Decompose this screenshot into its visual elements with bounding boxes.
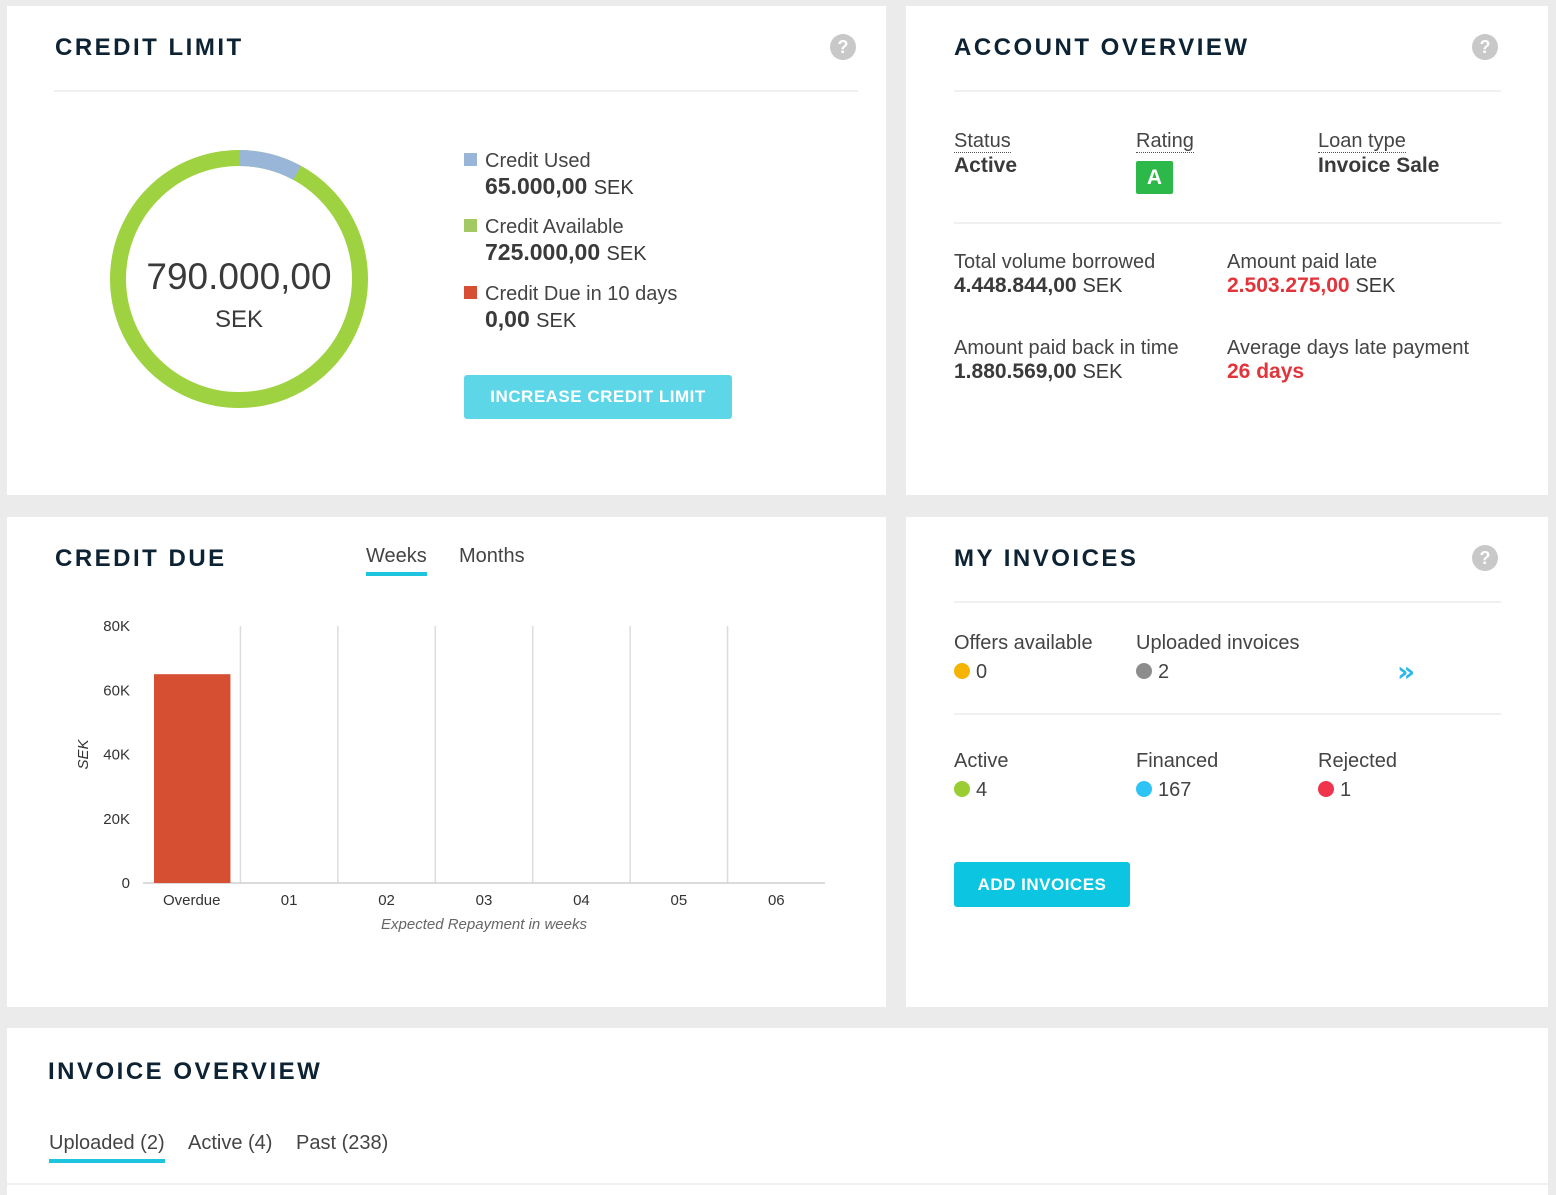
offers-dot-icon (954, 663, 970, 679)
credit-used-swatch (464, 153, 477, 166)
help-icon[interactable]: ? (1472, 34, 1498, 60)
x-tick-label: 02 (378, 892, 395, 909)
paid-in-time-label: Amount paid back in time (954, 337, 1179, 359)
credit-due-title: CREDIT DUE (55, 545, 227, 572)
legend-unit: SEK (536, 310, 577, 332)
legend-label: Credit Used (485, 150, 591, 172)
help-icon[interactable]: ? (830, 34, 856, 60)
y-tick-label: 60K (103, 682, 130, 699)
credit-limit-card: CREDIT LIMIT ? 790.000,00 SEK Credit Use… (7, 6, 886, 495)
offers-label: Offers available (954, 632, 1093, 654)
x-tick-label: Overdue (163, 892, 221, 909)
financed-label: Financed (1136, 750, 1219, 772)
rejected-invoices: Rejected 1 (1318, 750, 1397, 802)
x-axis-label: Expected Repayment in weeks (381, 916, 587, 933)
offers-available: Offers available 0 (954, 632, 1093, 684)
invoice-overview-card: INVOICE OVERVIEW Uploaded (2) Active (4)… (7, 1028, 1548, 1195)
avg-days-late-label: Average days late payment (1227, 337, 1470, 359)
legend-label: Credit Available (485, 216, 624, 238)
my-invoices-title: MY INVOICES (954, 545, 1139, 572)
tab-active[interactable]: Active (4) (188, 1132, 273, 1154)
donut-currency: SEK (214, 306, 264, 333)
rating-label: Rating (1136, 130, 1194, 153)
paid-late-label: Amount paid late (1227, 251, 1378, 273)
status-value: Active (954, 154, 1018, 177)
bar-overdue (154, 674, 231, 883)
tab-past[interactable]: Past (238) (296, 1132, 389, 1154)
x-tick-label: 04 (573, 892, 590, 909)
active-count: 4 (976, 779, 988, 801)
credit-limit-title: CREDIT LIMIT (55, 34, 244, 61)
divider (954, 713, 1501, 715)
y-tick-label: 80K (103, 618, 130, 635)
legend-credit-used: Credit Used 65.000,00 SEK (464, 150, 634, 200)
legend-amount: 725.000,00 (485, 239, 601, 265)
donut-total: 790.000,00 (146, 256, 332, 297)
total-borrowed-label: Total volume borrowed (954, 251, 1156, 273)
credit-donut-chart (110, 150, 368, 408)
uploaded-count: 2 (1158, 661, 1170, 683)
y-tick-label: 20K (103, 811, 130, 828)
x-tick-label: 05 (671, 892, 688, 909)
loan-type-value: Invoice Sale (1318, 154, 1440, 177)
divider (954, 222, 1501, 224)
paid-in-time-value: 1.880.569,00 (954, 360, 1077, 383)
active-label: Active (954, 750, 1009, 772)
y-axis-label: SEK (75, 738, 92, 769)
x-tick-label: 01 (281, 892, 298, 909)
financed-invoices: Financed 167 (1136, 750, 1218, 802)
unit: SEK (1082, 275, 1123, 297)
account-overview-card: ACCOUNT OVERVIEW ? Status Active Rating … (906, 6, 1548, 495)
legend-unit: SEK (593, 177, 634, 199)
invoice-overview-title: INVOICE OVERVIEW (48, 1058, 323, 1085)
legend-unit: SEK (606, 243, 647, 265)
divider (54, 90, 858, 92)
x-tick-label: 06 (768, 892, 785, 909)
rejected-label: Rejected (1318, 750, 1397, 772)
tab-weeks[interactable]: Weeks (366, 545, 427, 576)
credit-due-bar-chart: 0 20K 40K 60K 80K Overdue 01 02 03 04 05 06 Expected… (75, 618, 825, 933)
rejected-dot-icon (1318, 781, 1334, 797)
credit-due-swatch (464, 286, 477, 299)
double-chevron-right-icon[interactable]: » (1397, 655, 1416, 688)
unit: SEK (1355, 275, 1396, 297)
help-icon[interactable]: ? (1472, 545, 1498, 571)
financed-count: 167 (1158, 779, 1192, 801)
credit-available-swatch (464, 219, 477, 232)
account-overview-title: ACCOUNT OVERVIEW (954, 34, 1250, 61)
loan-type-label: Loan type (1318, 130, 1406, 153)
total-borrowed-value: 4.448.844,00 (954, 274, 1077, 297)
increase-credit-limit-button[interactable]: INCREASE CREDIT LIMIT (464, 375, 732, 419)
status-label: Status (954, 130, 1011, 153)
uploaded-invoices: Uploaded invoices 2 (1136, 632, 1299, 684)
my-invoices-card: MY INVOICES ? Offers available 0 Uploade… (906, 517, 1548, 1007)
rating-badge: A (1136, 161, 1173, 194)
divider (7, 1183, 1548, 1185)
legend-label: Credit Due in 10 days (485, 283, 678, 305)
legend-amount: 0,00 (485, 306, 530, 332)
uploaded-dot-icon (1136, 663, 1152, 679)
add-invoices-button[interactable]: ADD INVOICES (954, 862, 1130, 907)
uploaded-label: Uploaded invoices (1136, 632, 1300, 654)
rejected-count: 1 (1340, 779, 1352, 801)
donut-used-segment (110, 150, 368, 408)
unit: SEK (1082, 361, 1123, 383)
tab-months[interactable]: Months (459, 545, 525, 567)
paid-late-value: 2.503.275,00 (1227, 274, 1350, 297)
active-dot-icon (954, 781, 970, 797)
legend-amount: 65.000,00 (485, 173, 588, 199)
avg-days-late-value: 26 days (1227, 360, 1305, 383)
tab-uploaded[interactable]: Uploaded (2) (49, 1132, 165, 1163)
x-tick-label: 03 (476, 892, 493, 909)
y-tick-label: 0 (122, 875, 130, 892)
active-invoices: Active 4 (954, 750, 1008, 802)
offers-count: 0 (976, 661, 988, 683)
divider (954, 90, 1501, 92)
financed-dot-icon (1136, 781, 1152, 797)
legend-credit-due: Credit Due in 10 days 0,00 SEK (464, 283, 677, 333)
credit-due-card: CREDIT DUE Weeks Months 0 20K 40K 60K 80K Ove… (7, 517, 886, 1007)
y-tick-label: 40K (103, 747, 130, 764)
divider (954, 601, 1501, 603)
legend-credit-available: Credit Available 725.000,00 SEK (464, 216, 647, 266)
